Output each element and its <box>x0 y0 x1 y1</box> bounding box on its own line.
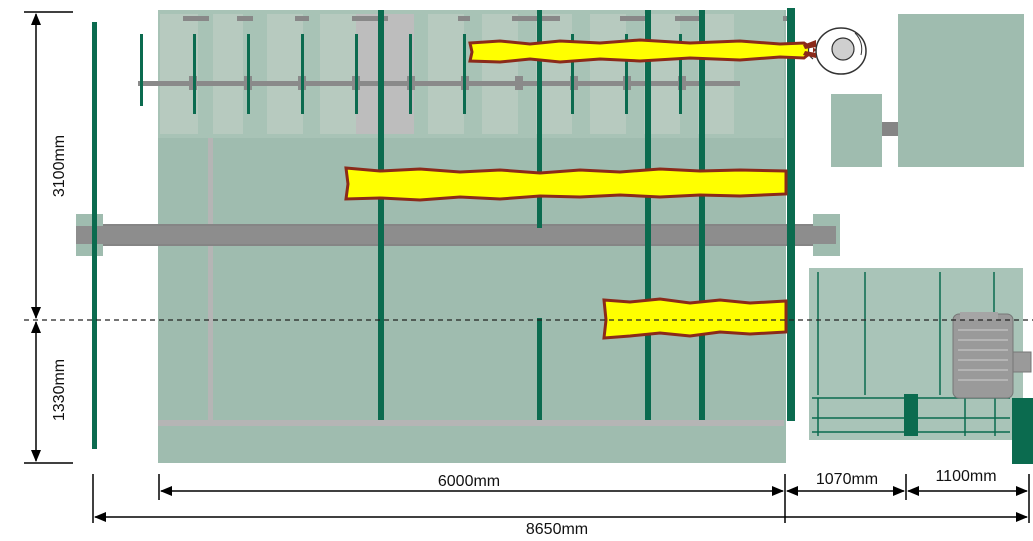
dim-label-width-middle: 1070mm <box>816 471 878 488</box>
left-frame-bar <box>92 22 97 449</box>
flame-upper <box>468 38 817 64</box>
dim-label-height-upper: 3100mm <box>51 135 68 197</box>
upper-gray-shaft <box>138 81 740 86</box>
flames <box>344 38 817 340</box>
dimension-lines <box>24 11 1030 523</box>
dim-label-width-main: 6000mm <box>438 473 500 490</box>
vertical-guides <box>158 138 784 426</box>
dim-label-width-total: 8650mm <box>526 521 588 538</box>
top-right-panel <box>898 14 1024 167</box>
dim-label-height-lower: 1330mm <box>51 359 68 421</box>
upper-section <box>158 10 784 138</box>
small-box <box>831 94 882 167</box>
green-shaft-1 <box>378 10 384 420</box>
flame-lower <box>602 297 788 340</box>
coupling-green <box>904 394 918 436</box>
dim-label-width-drive: 1100mm <box>935 468 996 485</box>
shaft-core <box>76 226 836 244</box>
right-frame-bar <box>787 8 795 421</box>
green-shaft-3 <box>645 10 651 420</box>
main-machine-frame <box>76 10 840 463</box>
flame-middle <box>344 166 788 202</box>
connector-shaft <box>882 122 898 136</box>
operator-topview-icon <box>803 27 867 75</box>
electric-motor-icon <box>952 312 1032 399</box>
green-shaft-4 <box>699 10 705 420</box>
green-bars <box>92 8 795 449</box>
green-shaft-2 <box>537 10 542 228</box>
right-equipment <box>809 14 1033 464</box>
end-block-green <box>1012 398 1033 464</box>
